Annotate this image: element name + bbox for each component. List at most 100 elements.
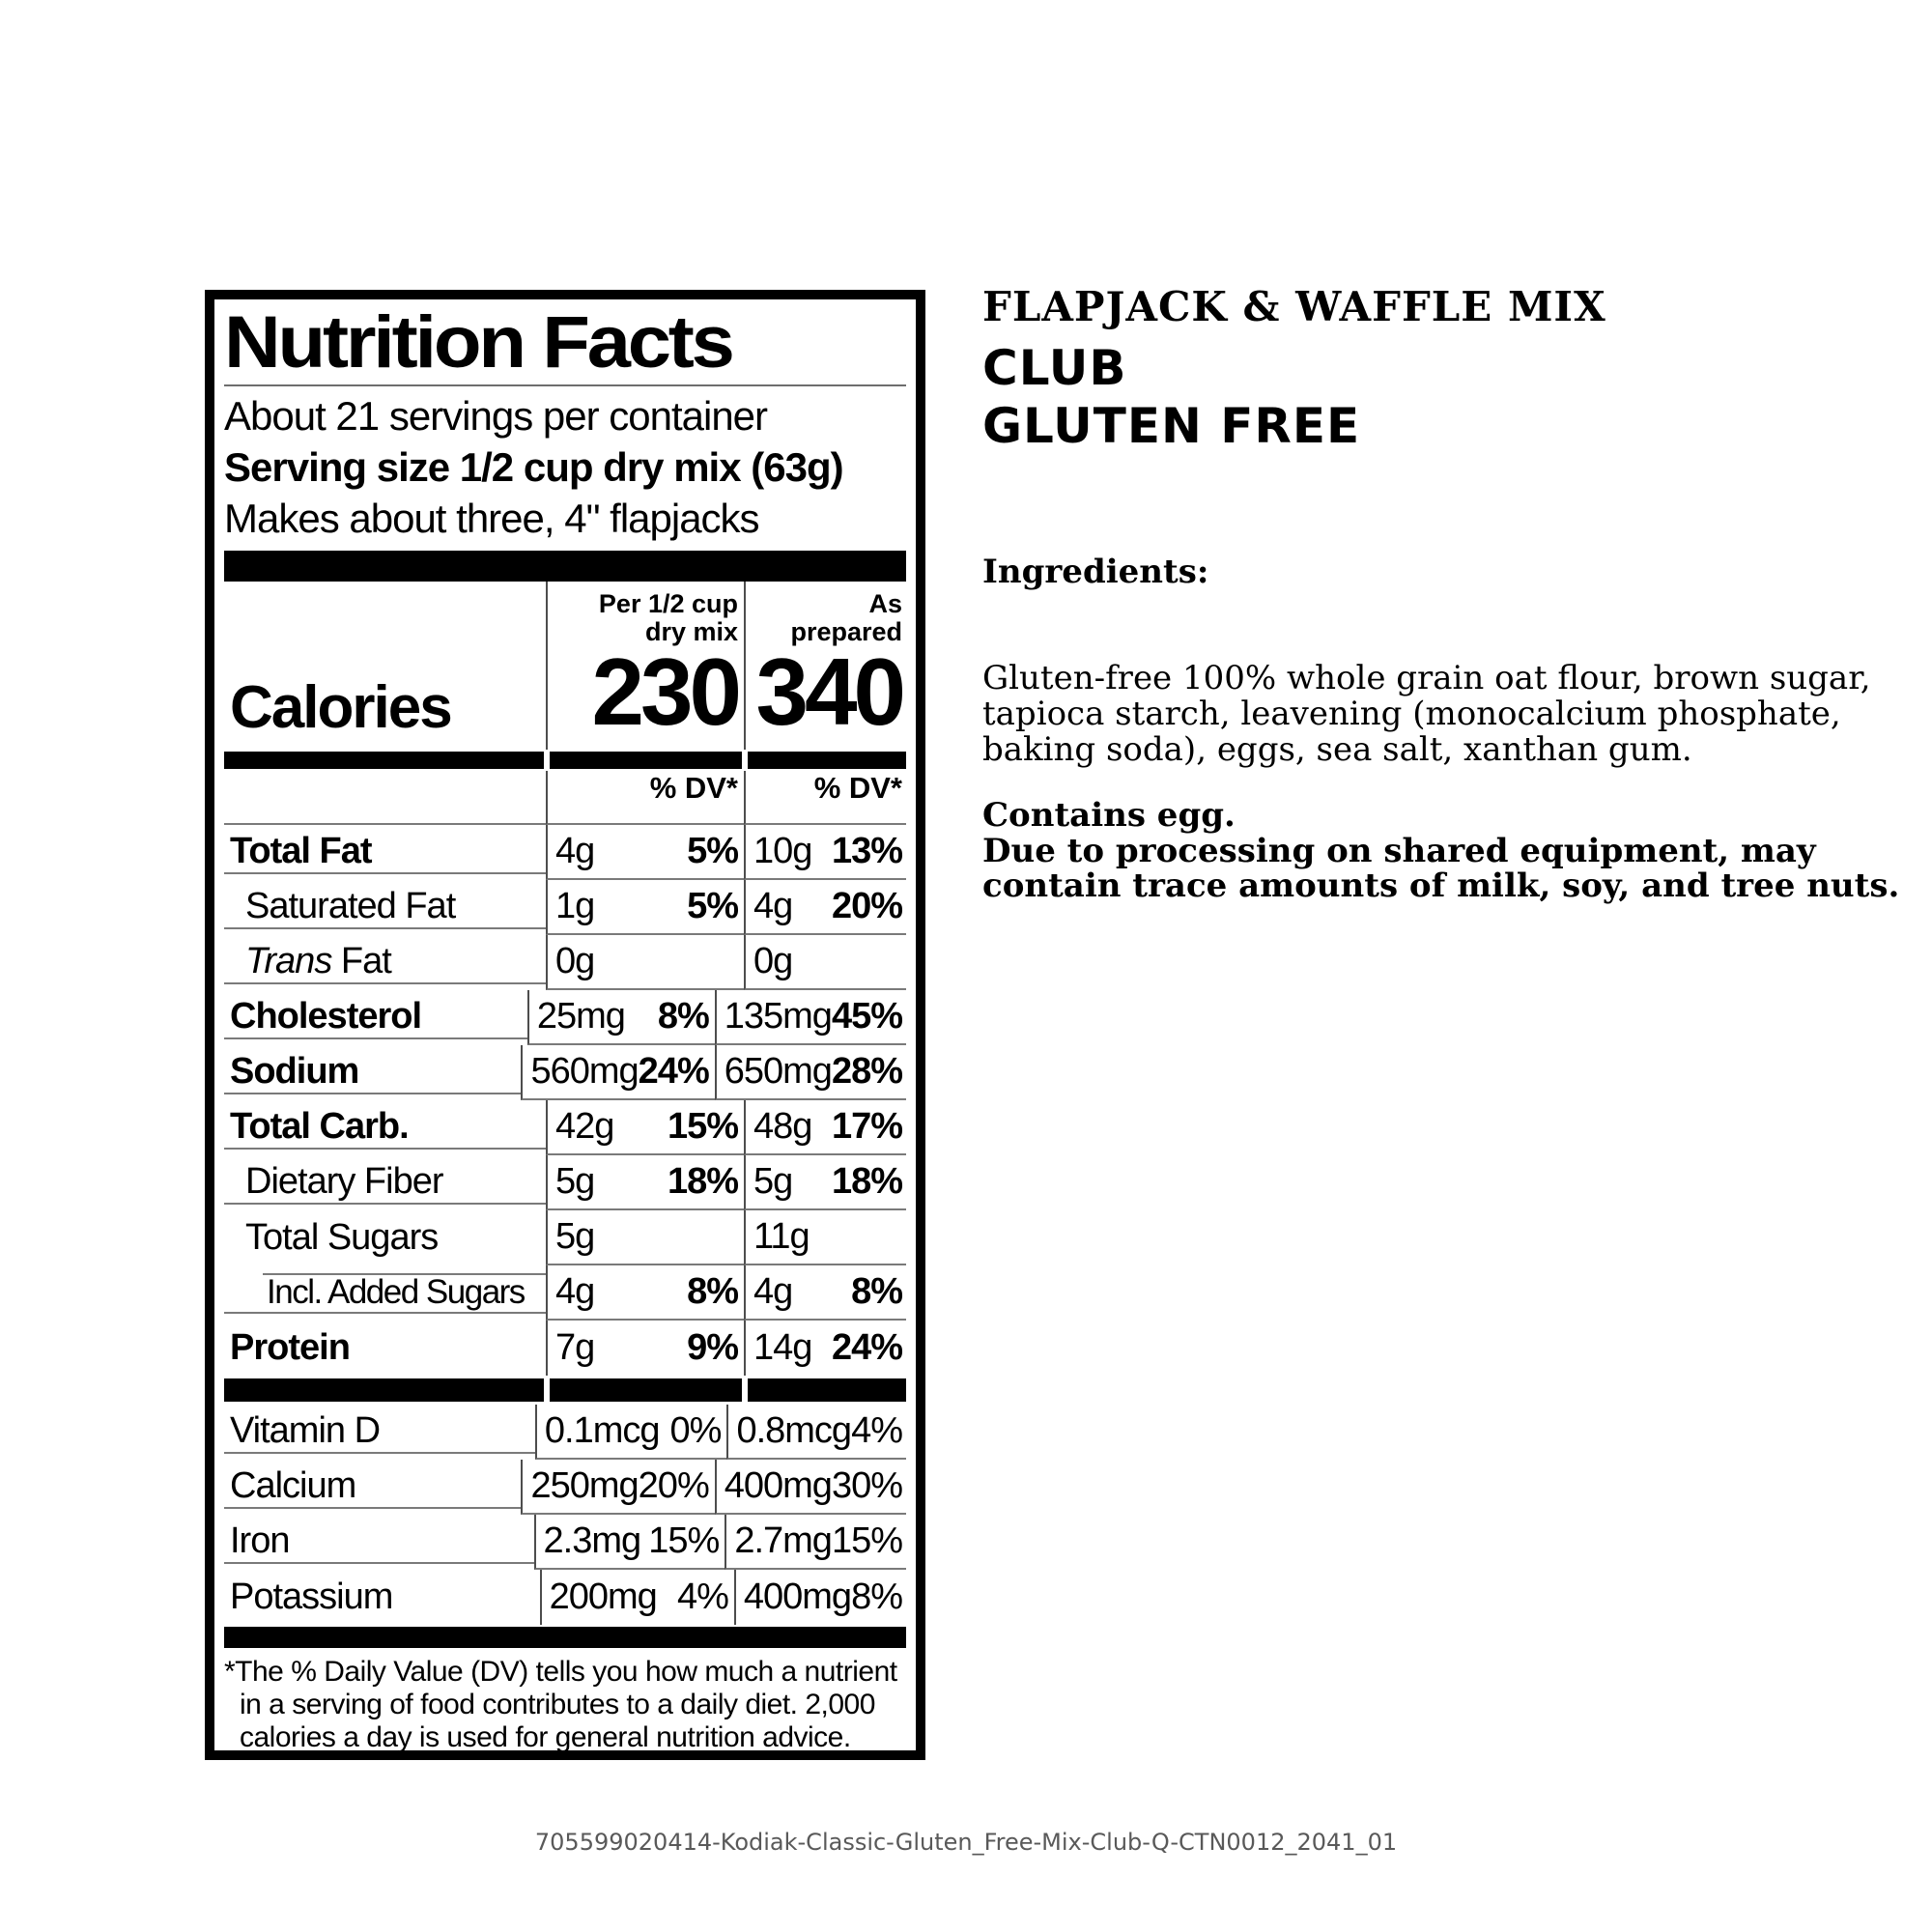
dry-mix-amount: 25mg xyxy=(536,996,626,1037)
as-prepared-cell: 0g xyxy=(744,935,906,990)
dry-mix-cell: 560mg 24% xyxy=(521,1045,715,1100)
dv-header-col1: % DV* xyxy=(546,771,744,825)
as-prepared-cell: 2.7mg 15% xyxy=(724,1515,906,1570)
dry-mix-cell: 250mg 20% xyxy=(521,1460,715,1515)
as-prepared-cell: 14g 24% xyxy=(744,1321,906,1376)
column-header-dry-mix: Per 1/2 cup dry mix xyxy=(546,582,744,646)
nutrient-name: Calcium xyxy=(224,1465,522,1509)
vitamin-rows: Vitamin D 0.1mcg 0% 0.8mcg 4% Calcium 25… xyxy=(224,1405,906,1625)
as-prepared-cell: 650mg 28% xyxy=(714,1045,906,1100)
thick-bar-above-footnote xyxy=(224,1627,906,1648)
dry-mix-amount: 4g xyxy=(555,831,595,871)
as-prepared-percent-dv: 30% xyxy=(831,1465,903,1506)
title-divider xyxy=(224,384,906,386)
as-prepared-percent-dv: 17% xyxy=(831,1106,903,1147)
dry-mix-amount: 5g xyxy=(555,1161,595,1202)
table-row: Total Carb. 42g 15% 48g 17% xyxy=(224,1100,906,1155)
table-row: Sodium 560mg 24% 650mg 28% xyxy=(224,1045,906,1100)
nutrient-name: Trans Fat xyxy=(224,941,546,984)
nutrient-name: Potassium xyxy=(230,1577,393,1617)
as-prepared-amount: 10g xyxy=(753,831,812,871)
as-prepared-percent-dv: 24% xyxy=(831,1327,903,1368)
product-variant-club: CLUB xyxy=(982,340,1127,396)
dry-mix-cell: 42g 15% xyxy=(546,1100,744,1155)
servings-per-container: About 21 servings per container xyxy=(224,393,768,439)
daily-value-header-row: % DV* % DV* xyxy=(224,771,906,825)
dry-mix-amount: 42g xyxy=(555,1106,614,1147)
as-prepared-percent-dv: 8% xyxy=(851,1271,903,1312)
nutrition-facts-label: Nutrition Facts About 21 servings per co… xyxy=(205,290,925,1760)
product-variant-gluten-free: GLUTEN FREE xyxy=(982,398,1361,454)
makes-line: Makes about three, 4" flapjacks xyxy=(224,496,760,541)
nutrient-name: Sodium xyxy=(224,1051,522,1094)
thick-bar-under-calories xyxy=(224,752,906,769)
as-prepared-amount: 400mg xyxy=(743,1577,852,1617)
as-prepared-amount: 0.8mcg xyxy=(736,1410,852,1451)
dry-mix-amount: 2.3mg xyxy=(543,1520,642,1561)
dry-mix-cell: 2.3mg 15% xyxy=(533,1515,725,1570)
dry-mix-percent-dv: 8% xyxy=(657,996,710,1037)
dry-mix-percent-dv: 15% xyxy=(667,1106,739,1147)
as-prepared-percent-dv: 28% xyxy=(831,1051,903,1092)
table-row: Calcium 250mg 20% 400mg 30% xyxy=(224,1460,906,1515)
dry-mix-cell: 1g 5% xyxy=(546,880,744,935)
calories-row: Calories 230 340 xyxy=(224,643,906,750)
as-prepared-percent-dv: 13% xyxy=(831,831,903,871)
dry-mix-percent-dv: 8% xyxy=(687,1271,739,1312)
dry-mix-amount: 200mg xyxy=(549,1577,658,1617)
table-row: Iron 2.3mg 15% 2.7mg 15% xyxy=(224,1515,906,1570)
dry-mix-amount: 7g xyxy=(555,1327,595,1368)
dry-mix-cell: 5g xyxy=(546,1210,744,1265)
as-prepared-amount: 4g xyxy=(753,886,793,926)
thick-bar-top xyxy=(224,551,906,582)
as-prepared-cell: 11g xyxy=(744,1210,906,1265)
table-row: Incl. Added Sugars 4g 8% 4g 8% xyxy=(224,1265,906,1321)
calories-label: Calories xyxy=(230,674,453,741)
as-prepared-cell: 0.8mcg 4% xyxy=(726,1405,906,1460)
table-row: Cholesterol 25mg 8% 135mg 45% xyxy=(224,990,906,1045)
allergen-statement: Contains egg. Due to processing on share… xyxy=(982,796,1900,905)
column-header-as-prepared: As prepared xyxy=(744,582,906,646)
nutrient-name: Saturated Fat xyxy=(224,886,546,929)
table-row: Dietary Fiber 5g 18% 5g 18% xyxy=(224,1155,906,1210)
as-prepared-amount: 14g xyxy=(753,1327,812,1368)
nutrient-name: Total Fat xyxy=(224,831,546,874)
table-row: Saturated Fat 1g 5% 4g 20% xyxy=(224,880,906,935)
dry-mix-percent-dv: 15% xyxy=(648,1520,720,1561)
as-prepared-cell: 48g 17% xyxy=(744,1100,906,1155)
as-prepared-cell: 400mg 8% xyxy=(733,1570,906,1625)
dry-mix-cell: 25mg 8% xyxy=(526,990,715,1045)
nutrition-facts-title: Nutrition Facts xyxy=(224,301,735,384)
package-file-code: 705599020414-Kodiak-Classic-Gluten_Free-… xyxy=(534,1829,1398,1856)
dry-mix-percent-dv: 18% xyxy=(667,1161,739,1202)
as-prepared-amount: 135mg xyxy=(724,996,833,1037)
calories-dry-mix-value: 230 xyxy=(546,643,744,750)
dry-mix-amount: 1g xyxy=(555,886,595,926)
nutrient-name: Vitamin D xyxy=(224,1410,535,1454)
dry-mix-cell: 7g 9% xyxy=(546,1321,744,1376)
as-prepared-cell: 4g 8% xyxy=(744,1265,906,1321)
dry-mix-percent-dv: 24% xyxy=(638,1051,710,1092)
dry-mix-percent-dv: 9% xyxy=(687,1327,739,1368)
dry-mix-percent-dv: 5% xyxy=(687,831,739,871)
as-prepared-percent-dv: 4% xyxy=(851,1410,903,1451)
as-prepared-percent-dv: 8% xyxy=(851,1577,903,1617)
as-prepared-cell: 10g 13% xyxy=(744,825,906,880)
dry-mix-cell: 200mg 4% xyxy=(539,1570,734,1625)
dry-mix-amount: 0g xyxy=(555,941,595,981)
dry-mix-amount: 4g xyxy=(555,1271,595,1312)
dv-header-col2: % DV* xyxy=(744,771,906,825)
as-prepared-amount: 400mg xyxy=(724,1465,833,1506)
dry-mix-cell: 4g 8% xyxy=(546,1265,744,1321)
dry-mix-percent-dv: 0% xyxy=(669,1410,723,1451)
as-prepared-amount: 5g xyxy=(753,1161,793,1202)
calories-as-prepared-value: 340 xyxy=(744,643,906,750)
dry-mix-amount: 0.1mcg xyxy=(544,1410,661,1451)
dry-mix-cell: 0g xyxy=(546,935,744,990)
nutrient-name: Cholesterol xyxy=(224,996,527,1039)
as-prepared-cell: 5g 18% xyxy=(744,1155,906,1210)
nutrient-name: Incl. Added Sugars xyxy=(224,1272,546,1314)
column-header-row: Per 1/2 cup dry mix As prepared xyxy=(224,582,906,646)
nutrient-name: Protein xyxy=(230,1327,351,1368)
nutrient-rows: Total Fat 4g 5% 10g 13% Saturated Fat 1g… xyxy=(224,825,906,1376)
